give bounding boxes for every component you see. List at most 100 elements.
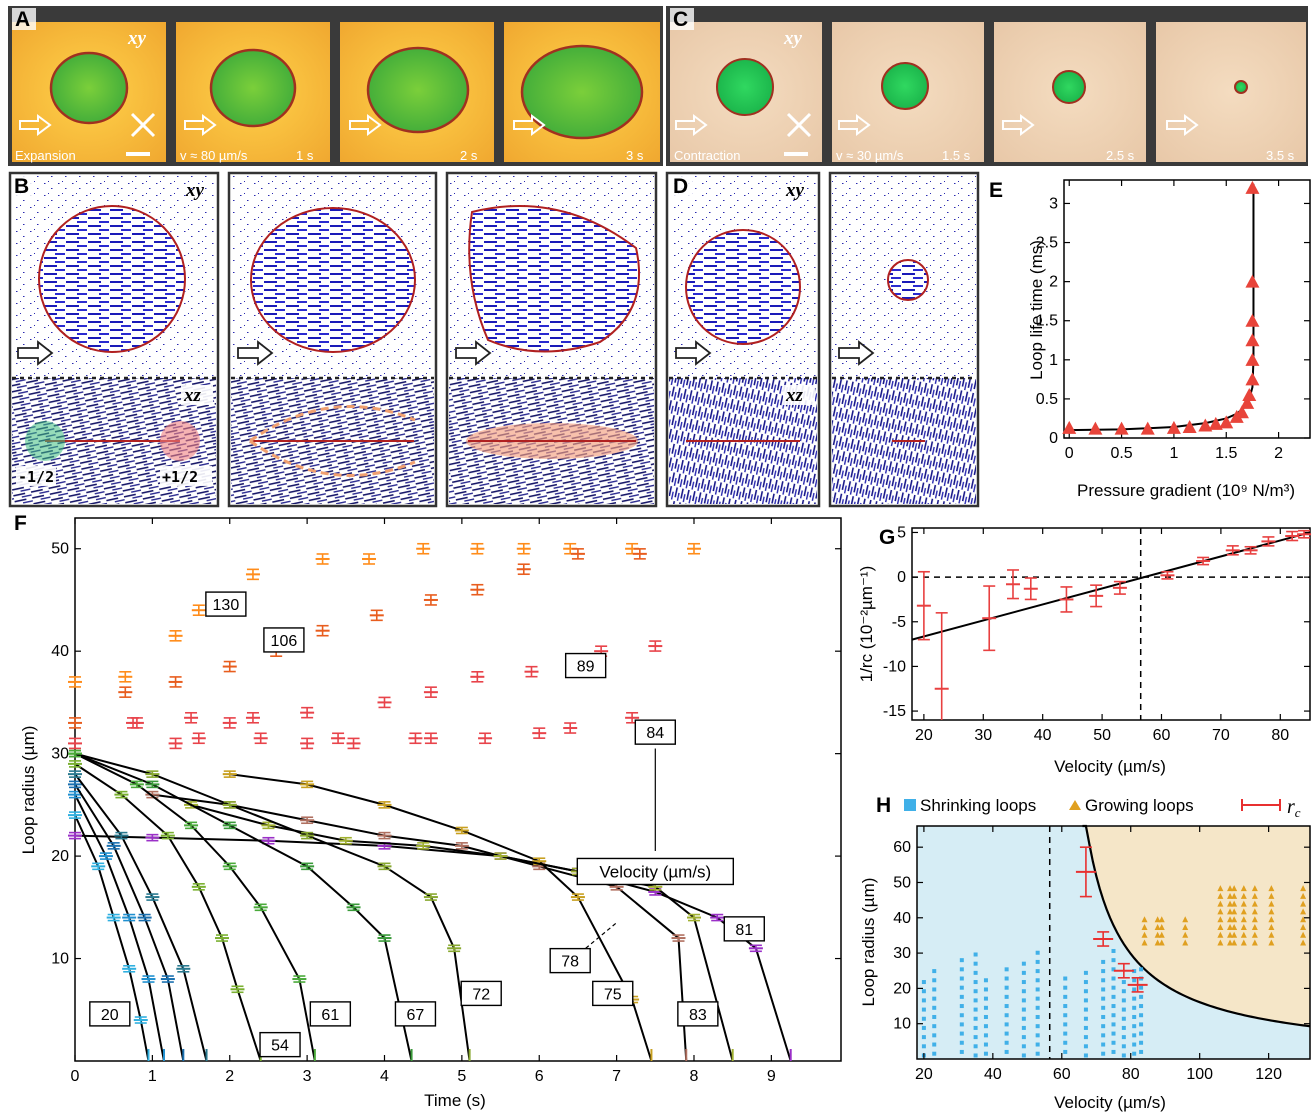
h-growing-marker: [1240, 939, 1247, 946]
h-shrinking-marker: [1035, 1042, 1040, 1047]
h-shrinking-marker: [1111, 1022, 1116, 1027]
h-growing-marker: [1227, 892, 1234, 899]
f-ylabel: Loop radius (µm): [19, 726, 38, 855]
h-growing-marker: [1240, 908, 1247, 915]
panel-d: D xy xz: [665, 171, 980, 508]
panel-label-b: B: [14, 175, 29, 198]
f-xtick-label: 3: [303, 1068, 312, 1085]
h-growing-marker: [1251, 900, 1258, 907]
e-marker: [1245, 333, 1260, 347]
e-marker: [1182, 420, 1197, 434]
h-shrinking-marker: [983, 978, 988, 983]
h-shrinking-marker: [1021, 970, 1026, 975]
e-ylabel: Loop life time (ms): [1027, 240, 1046, 380]
h-shrinking-marker: [983, 1051, 988, 1056]
h-shrinking-marker: [1004, 967, 1009, 972]
f-legend-text: Velocity (µm/s): [599, 862, 711, 881]
h-growing-marker: [1217, 939, 1224, 946]
time-a-1: 1 s: [296, 148, 314, 163]
h-shrinking-marker: [1083, 1007, 1088, 1012]
h-growing-marker: [1231, 892, 1238, 899]
h-growing-marker: [1231, 885, 1238, 892]
h-growing-region: [1082, 826, 1310, 1027]
h-legend: Shrinking loops Growing loops rc: [904, 796, 1301, 820]
velocity-a: v ≈ 80 µm/s: [180, 148, 248, 163]
h-growing-marker: [1251, 916, 1258, 923]
h-growing-marker: [1158, 931, 1165, 938]
h-growing-marker: [1182, 923, 1189, 930]
h-shrinking-marker: [932, 978, 937, 983]
h-growing-marker: [1240, 923, 1247, 930]
h-shrinking-marker: [1111, 985, 1116, 990]
g-xtick-label: 60: [1153, 727, 1171, 744]
h-shrinking-marker: [1111, 1004, 1116, 1009]
h-shrinking-marker: [1101, 969, 1106, 974]
time-c-2: 2.5 s: [1106, 148, 1135, 163]
h-shrinking-marker: [1111, 1013, 1116, 1018]
f-velocity-label-box: [259, 1031, 301, 1058]
h-shrinking-marker: [1004, 1040, 1009, 1045]
e-marker: [1245, 180, 1260, 194]
g-ytick-label: 0: [897, 569, 906, 586]
legend-shrinking: Shrinking loops: [920, 796, 1036, 815]
h-growing-marker: [1240, 931, 1247, 938]
h-shrinking-marker: [1004, 976, 1009, 981]
h-shrinking-marker: [1132, 978, 1137, 983]
f-ytick-label: 20: [51, 848, 69, 865]
h-growing-marker: [1182, 939, 1189, 946]
e-ytick-label: 1.5: [1036, 313, 1058, 330]
h-shrinking-marker: [932, 987, 937, 992]
h-shrinking-marker: [1132, 987, 1137, 992]
e-marker: [1245, 372, 1260, 386]
caption-a: Expansion: [15, 148, 76, 163]
f-legend-box: [576, 857, 735, 886]
legend-rc: rc: [1287, 796, 1301, 820]
g-ytick-label: -10: [883, 658, 906, 675]
e-marker: [1088, 421, 1103, 435]
panel-a: A xy Expansion v ≈ 80 µm/s 1 s 2 s 3 s: [8, 6, 663, 166]
h-shrinking-marker: [1132, 1024, 1137, 1029]
h-shrinking-marker: [959, 967, 964, 972]
h-shrinking-marker: [1035, 959, 1040, 964]
h-shrinking-marker: [1004, 1004, 1009, 1009]
h-shrinking-marker: [959, 994, 964, 999]
h-growing-marker: [1240, 916, 1247, 923]
e-xlabel: Pressure gradient (10⁹ N/m³): [1077, 481, 1295, 500]
h-shrinking-marker: [1121, 989, 1126, 994]
h-shrinking-marker: [921, 1025, 926, 1030]
h-shrinking-marker: [1063, 1022, 1068, 1027]
h-growing-marker: [1300, 885, 1307, 892]
h-growing-marker: [1231, 939, 1238, 946]
h-shrinking-marker: [983, 1005, 988, 1010]
f-velocity-label-box: [723, 916, 765, 942]
velocity-c: v ≈ 30 µm/s: [836, 148, 904, 163]
f-xtick-label: 2: [225, 1068, 234, 1085]
panel-e: E 0 0.5 1 1.5 2 0 0.5 1 1.5 2 2.5 3 Loop life time …: [989, 179, 1311, 500]
time-c-3: 3.5 s: [1266, 148, 1295, 163]
h-shrinking-marker: [1063, 976, 1068, 981]
h-growing-marker: [1251, 908, 1258, 915]
panel-label-h: H: [876, 794, 891, 817]
h-growing-marker: [1231, 931, 1238, 938]
f-velocity-label-box: [263, 627, 305, 653]
h-shrinking-marker: [1021, 989, 1026, 994]
h-shrinking-marker: [1111, 1031, 1116, 1036]
h-growing-marker: [1268, 892, 1275, 899]
h-growing-marker: [1217, 916, 1224, 923]
e-xtick-label: 1.5: [1215, 445, 1237, 462]
h-shrinking-marker: [1083, 989, 1088, 994]
h-growing-marker: [1268, 939, 1275, 946]
f-velocity-label-box: [677, 1001, 719, 1027]
h-shrinking-marker: [1021, 1035, 1026, 1040]
h-shrinking-marker: [959, 1049, 964, 1054]
h-shrinking-marker: [983, 1042, 988, 1047]
h-shrinking-marker: [1121, 1035, 1126, 1040]
h-shrinking-marker: [1121, 1016, 1126, 1021]
h-shrinking-marker: [1004, 1049, 1009, 1054]
h-shrinking-marker: [959, 985, 964, 990]
plane-label-c: xy: [783, 28, 803, 49]
crossed-polarizers-icon: [130, 112, 156, 138]
e-marker: [1245, 352, 1260, 366]
f-xtick-label: 6: [535, 1068, 544, 1085]
h-shrinking-marker: [1139, 1040, 1144, 1045]
